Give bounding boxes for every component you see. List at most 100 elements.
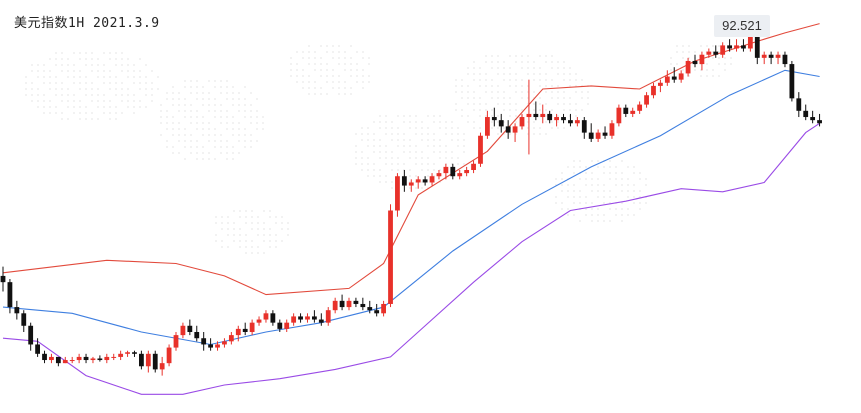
map-dot <box>262 227 266 231</box>
map-dot <box>614 171 618 175</box>
candle <box>228 332 234 345</box>
map-dot <box>219 79 223 83</box>
candle-body <box>630 110 636 114</box>
candle-body <box>415 179 421 183</box>
candle-body <box>104 356 110 361</box>
map-dot <box>244 239 248 243</box>
map-dot <box>150 99 154 103</box>
map-dot <box>626 195 630 199</box>
map-dot <box>361 56 365 60</box>
map-dot <box>626 183 630 187</box>
map-dot <box>195 127 199 131</box>
map-dot <box>225 91 229 95</box>
map-dot <box>36 99 40 103</box>
map-dot <box>226 233 230 237</box>
map-dot <box>183 157 187 161</box>
candle <box>125 350 130 357</box>
map-dot <box>171 151 175 155</box>
map-dot <box>562 96 566 100</box>
map-dot <box>378 120 382 124</box>
candle <box>14 300 20 320</box>
map-dot <box>249 121 253 125</box>
map-dot <box>183 133 187 137</box>
map-dot <box>165 97 169 101</box>
candle <box>789 60 795 102</box>
candle-body <box>623 107 629 114</box>
map-dot <box>138 99 142 103</box>
map-dot <box>514 54 518 58</box>
map-dot <box>578 219 582 223</box>
map-dot <box>60 63 64 67</box>
map-dot <box>349 92 353 96</box>
map-dot <box>90 63 94 67</box>
map-dot <box>114 111 118 115</box>
map-dot <box>478 96 482 100</box>
map-dot <box>249 139 253 143</box>
map-dot <box>84 81 88 85</box>
candle-body <box>644 95 649 105</box>
map-dot <box>54 75 58 79</box>
map-dot <box>514 84 518 88</box>
map-dot <box>225 115 229 119</box>
map-dot <box>566 183 570 187</box>
map-dot <box>207 151 211 155</box>
candle-body <box>699 54 705 65</box>
map-dot <box>343 62 347 66</box>
middle-band-line <box>2 69 820 346</box>
map-dot <box>171 121 175 125</box>
map-dot <box>420 150 424 154</box>
map-dot <box>349 68 353 72</box>
candle-body <box>796 98 802 111</box>
map-dot <box>620 177 624 181</box>
map-dot <box>54 111 58 115</box>
candle-body <box>381 303 386 314</box>
map-dot <box>96 117 100 121</box>
map-dot <box>36 105 40 109</box>
map-dot <box>681 50 685 54</box>
candle <box>388 204 393 308</box>
map-dot <box>414 144 418 148</box>
candle-body <box>616 107 622 124</box>
candle-body <box>478 135 483 164</box>
map-dot <box>578 165 582 169</box>
map-dot <box>207 133 211 137</box>
map-dot <box>454 78 458 82</box>
map-dot <box>307 92 311 96</box>
map-dot <box>408 168 412 172</box>
map-dot <box>30 87 34 91</box>
map-dot <box>602 165 606 169</box>
candle-body <box>346 300 352 308</box>
candle-body <box>76 356 82 361</box>
map-dot <box>372 168 376 172</box>
map-dot <box>560 207 564 211</box>
candle <box>678 70 684 83</box>
map-dot <box>556 102 560 106</box>
map-dot <box>195 85 199 89</box>
map-dot <box>354 150 358 154</box>
map-dot <box>508 108 512 112</box>
map-dot <box>444 150 448 154</box>
map-dot <box>349 44 353 48</box>
map-dot <box>608 159 612 163</box>
map-dot <box>325 68 329 72</box>
map-dot <box>538 102 542 106</box>
candle-body <box>651 85 656 96</box>
map-dot <box>132 69 136 73</box>
map-dot <box>238 245 242 249</box>
map-dot <box>213 79 217 83</box>
map-dot <box>24 81 28 85</box>
map-dot <box>262 221 266 225</box>
candle-body <box>132 352 137 354</box>
map-dot <box>378 180 382 184</box>
map-dot <box>514 114 518 118</box>
map-dot <box>566 207 570 211</box>
candle <box>574 117 580 127</box>
map-dot <box>114 51 118 55</box>
map-dot <box>502 72 506 76</box>
map-dot <box>414 186 418 190</box>
map-dot <box>502 66 506 70</box>
candle-body <box>208 344 213 348</box>
map-dot <box>390 186 394 190</box>
map-dot <box>232 221 236 225</box>
